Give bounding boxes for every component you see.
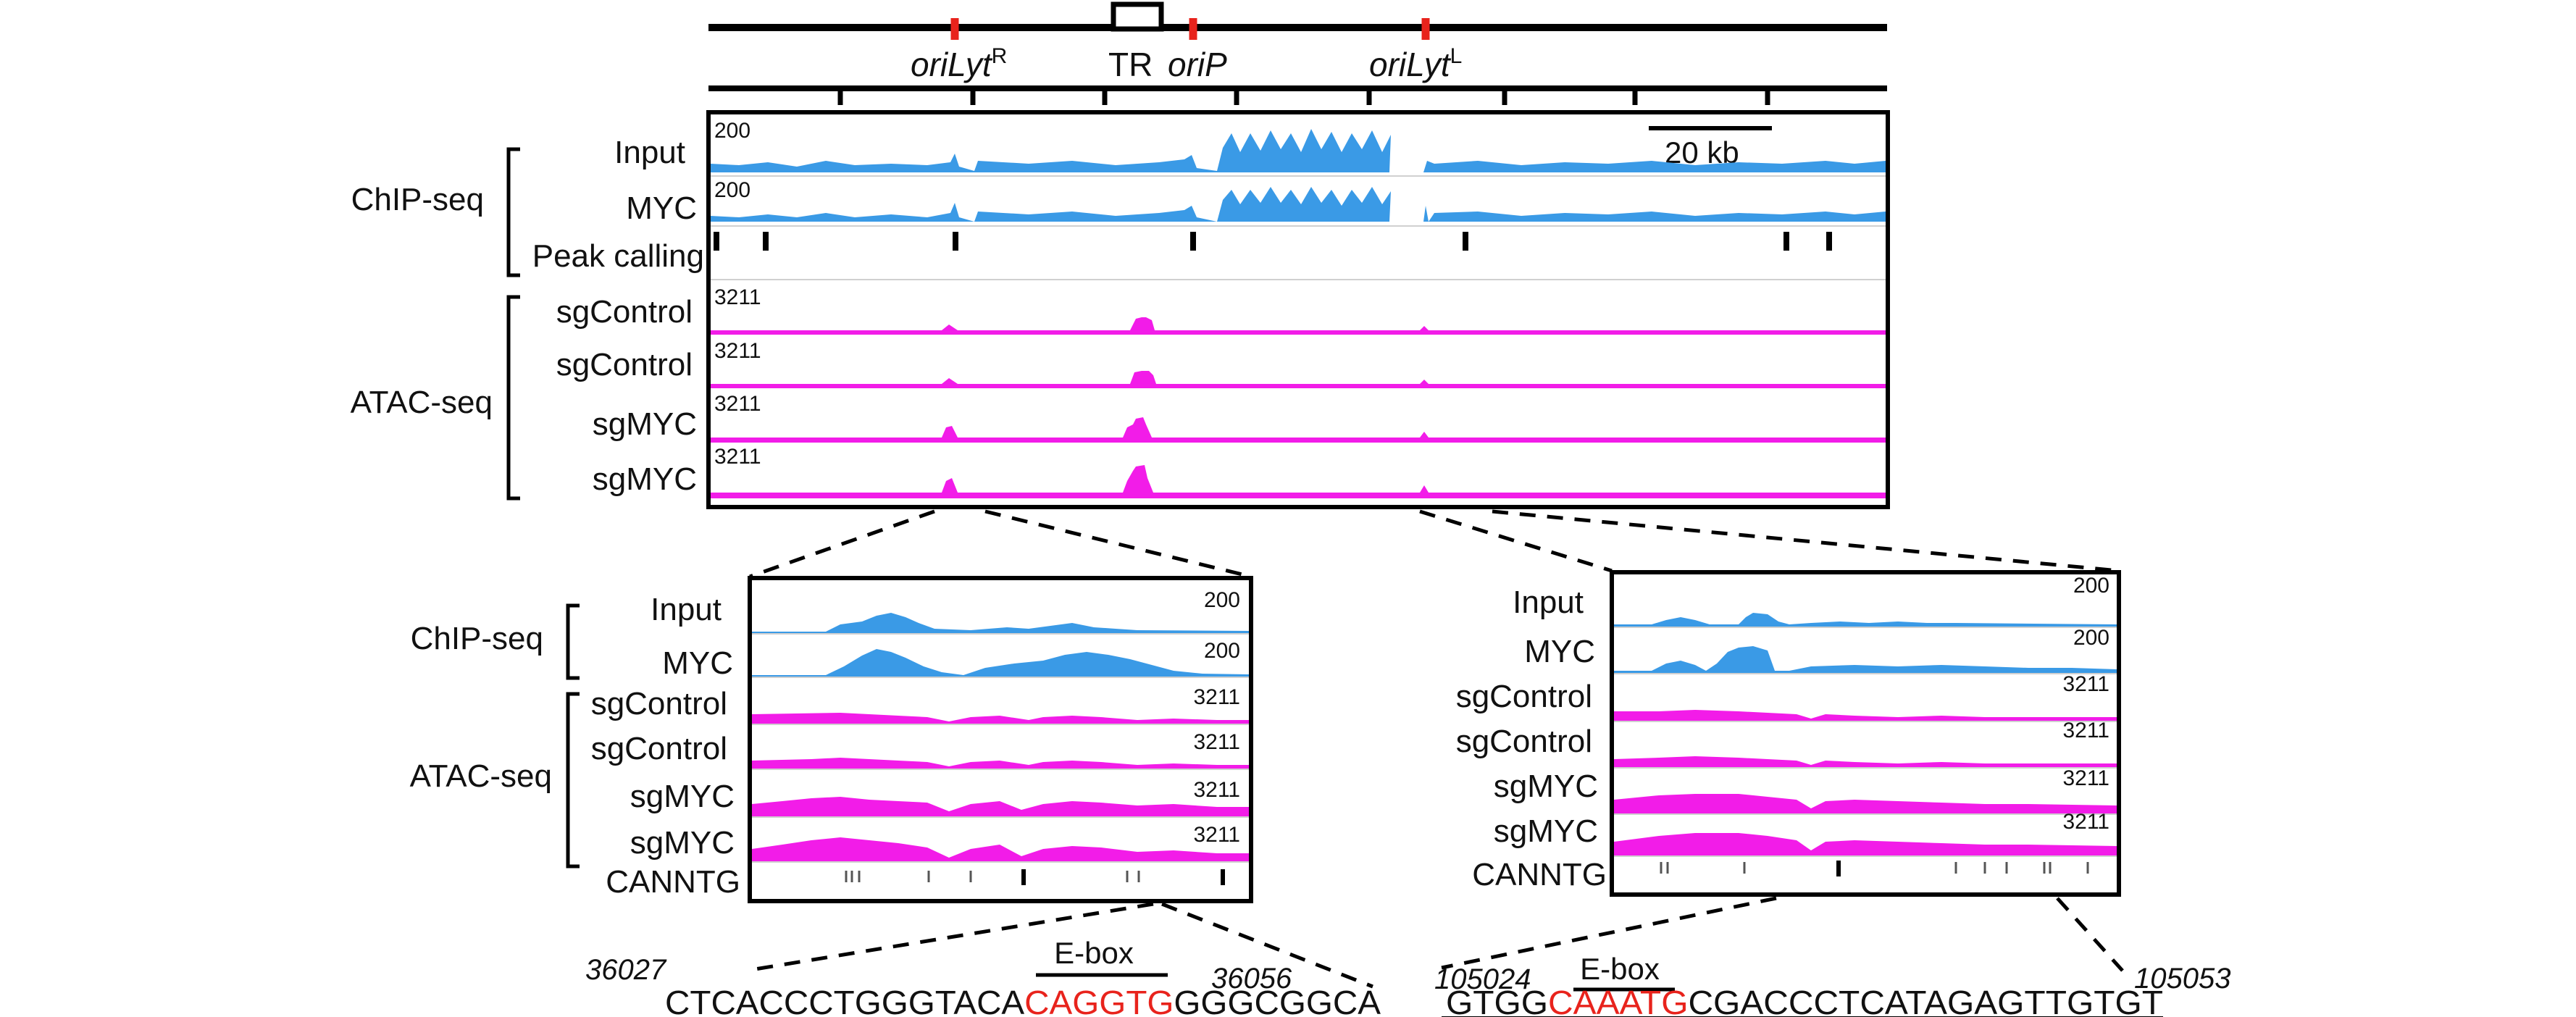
zoom-left-section-chip: ChIP-seq bbox=[411, 621, 543, 656]
zoom-left-myc-track bbox=[752, 649, 1249, 677]
zoom-left-label-sgmyc-2: sgMYC bbox=[630, 825, 735, 861]
zoom-right-scale-sgcontrol-2: 3211 bbox=[2062, 719, 2109, 742]
main-section-atac: ATAC-seq bbox=[351, 385, 493, 420]
zoom-left-scale-sgmyc-2: 3211 bbox=[1193, 823, 1240, 847]
zoom-right-motif-ticks bbox=[1660, 862, 2089, 874]
zoom-right-myc-track bbox=[1614, 646, 2117, 673]
zoom-left-scale-myc: 200 bbox=[1204, 639, 1240, 663]
zoom-right-scale-sgmyc-1: 3211 bbox=[2062, 766, 2109, 790]
main-bracket-chip bbox=[506, 147, 520, 277]
zoom-connectors bbox=[749, 509, 2120, 579]
atac-sgcontrol-2-track bbox=[711, 371, 1886, 388]
main-label-sgmyc-1: sgMYC bbox=[593, 406, 697, 442]
zoom-left-label-myc: MYC bbox=[662, 645, 733, 681]
sequence-left: 36027 36056 E-box CTCACCCTGGGTACA CAGGTG G… bbox=[585, 936, 1381, 1017]
sgcontrol-2-scale: 3211 bbox=[714, 339, 761, 363]
zoom-left-section-atac: ATAC-seq bbox=[410, 758, 552, 794]
sgmyc-2-scale: 3211 bbox=[714, 445, 761, 469]
zoom-left-label-sgcontrol-1: sgControl bbox=[591, 686, 727, 721]
zoom-right-panel: 200 200 3211 3211 3211 3211 bbox=[1610, 570, 2121, 897]
zoom-left-motif-ticks-strong bbox=[1021, 869, 1225, 885]
ebox-left-label: E-box bbox=[1054, 936, 1134, 970]
zoom-left-label-input: Input bbox=[651, 592, 722, 627]
genome-map: oriLytR TR oriP oriLytL bbox=[708, 1, 1887, 105]
zoom-right-input-track bbox=[1614, 613, 2117, 627]
zoom-right-sgcontrol-2-track bbox=[1614, 756, 2117, 767]
zoom-right-label-sgmyc-1: sgMYC bbox=[1494, 769, 1598, 804]
orip-label: oriP bbox=[1168, 46, 1227, 83]
zoom-left-bracket-chip bbox=[566, 603, 580, 680]
zoom-left-sgcontrol-1-track bbox=[752, 713, 1249, 724]
tr-box bbox=[1111, 1, 1164, 32]
zoom-right-label-sgcontrol-2: sgControl bbox=[1456, 724, 1592, 759]
zoom-left-scale-input: 200 bbox=[1204, 588, 1240, 612]
orilyt-r-label: oriLytR bbox=[911, 44, 1007, 83]
main-label-sgmyc-2: sgMYC bbox=[593, 461, 697, 497]
zoom-left-label-canntg: CANNTG bbox=[606, 864, 740, 900]
sequence-left-end-coord: 36056 bbox=[1211, 963, 1292, 995]
zoom-left-label-sgcontrol-2: sgControl bbox=[591, 731, 727, 766]
zoom-left-sgmyc-1-track bbox=[752, 797, 1249, 816]
zoom-left-sgcontrol-2-track bbox=[752, 758, 1249, 769]
zoom-right-label-canntg: CANNTG bbox=[1472, 857, 1607, 892]
sequence-right: 105024 105053 E-box GTGG CAAATG CGACCCTCAT… bbox=[1434, 952, 2230, 1017]
atac-sgmyc-2-track bbox=[711, 465, 1886, 498]
zoom-left-scale-sgcontrol-1: 3211 bbox=[1193, 685, 1240, 709]
peak-calls bbox=[714, 232, 1832, 251]
myc-scale: 200 bbox=[714, 178, 750, 202]
zoom-right-scale-sgmyc-2: 3211 bbox=[2062, 810, 2109, 834]
zoom-left-input-track bbox=[752, 613, 1249, 633]
tr-label: TR bbox=[1108, 46, 1153, 83]
sequence-connectors bbox=[745, 896, 2124, 989]
main-label-input: Input bbox=[614, 135, 685, 170]
zoom-right-dividers bbox=[1614, 627, 2117, 857]
main-label-peak-calling: Peak calling bbox=[532, 238, 704, 274]
zoom-left-scale-sgmyc-1: 3211 bbox=[1193, 778, 1240, 802]
sequence-right-end-coord: 105053 bbox=[2134, 963, 2230, 995]
zoom-right-label-sgmyc-2: sgMYC bbox=[1494, 813, 1598, 849]
main-scale-bar bbox=[1649, 126, 1772, 130]
zoom-right-label-myc: MYC bbox=[1524, 634, 1595, 669]
zoom-left-dividers bbox=[752, 633, 1249, 863]
main-label-myc: MYC bbox=[626, 191, 697, 226]
input-coverage-track bbox=[711, 129, 1886, 172]
zoom-left-scale-sgcontrol-2: 3211 bbox=[1193, 730, 1240, 754]
zoom-left-panel: 200 200 3211 3211 3211 3211 bbox=[748, 576, 1253, 903]
zoom-right-sgcontrol-1-track bbox=[1614, 710, 2117, 721]
main-panel: 20 kb 200 200 3211 3211 3211 3211 bbox=[706, 110, 1890, 509]
atac-sgcontrol-1-track bbox=[711, 317, 1886, 335]
zoom-left-sgmyc-2-track bbox=[752, 837, 1249, 861]
main-section-chip: ChIP-seq bbox=[351, 182, 484, 217]
sequence-right-text: GTGG CAAATG CGACCCTCATAGAGTTGTGT bbox=[1446, 984, 2163, 1017]
ebox-right-label: E-box bbox=[1580, 952, 1660, 986]
zoom-left-label-sgmyc-1: sgMYC bbox=[630, 779, 735, 814]
main-label-sgcontrol-2: sgControl bbox=[556, 347, 693, 382]
zoom-right-scale-myc: 200 bbox=[2073, 626, 2109, 650]
zoom-left-bracket-atac bbox=[566, 692, 580, 869]
main-bracket-atac bbox=[506, 295, 520, 501]
atac-sgmyc-1-track bbox=[711, 417, 1886, 443]
main-label-sgcontrol-1: sgControl bbox=[556, 294, 693, 330]
sequence-left-text: CTCACCCTGGGTACA CAGGTG GGGCGGCA bbox=[665, 984, 1381, 1017]
zoom-right-label-sgcontrol-1: sgControl bbox=[1456, 679, 1592, 714]
zoom-right-scale-sgcontrol-1: 3211 bbox=[2062, 672, 2109, 696]
sgmyc-1-scale: 3211 bbox=[714, 392, 761, 416]
sequence-right-start-coord: 105024 bbox=[1434, 963, 1531, 995]
orilyt-l-label: oriLytL bbox=[1369, 44, 1462, 83]
ruler-ticks bbox=[837, 88, 1770, 105]
zoom-right-scale-input: 200 bbox=[2073, 574, 2109, 598]
sgcontrol-1-scale: 3211 bbox=[714, 285, 761, 309]
zoom-right-sgmyc-2-track bbox=[1614, 833, 2117, 855]
sequence-left-start-coord: 36027 bbox=[585, 954, 667, 986]
zoom-right-sgmyc-1-track bbox=[1614, 794, 2117, 813]
zoom-left-motif-ticks bbox=[845, 871, 1140, 882]
myc-coverage-track bbox=[711, 187, 1886, 222]
input-scale: 200 bbox=[714, 119, 750, 143]
zoom-right-label-input: Input bbox=[1513, 585, 1584, 620]
